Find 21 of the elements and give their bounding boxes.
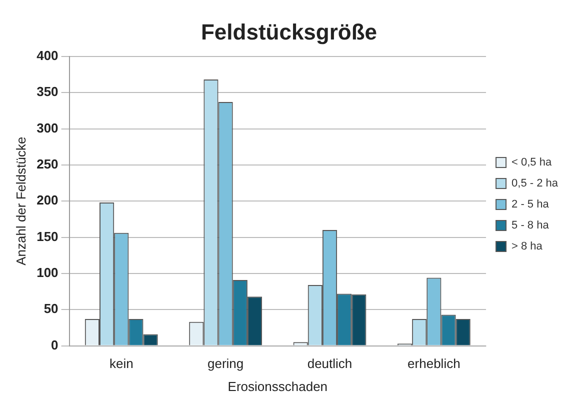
x-axis-title: Erosionsschaden bbox=[228, 378, 328, 394]
x-tick-label: kein bbox=[109, 356, 134, 372]
legend-label: 0,5 - 2 ha bbox=[512, 178, 559, 190]
x-tick-label: erheblich bbox=[408, 356, 460, 372]
y-tick-label: 0 bbox=[51, 337, 58, 352]
legend-label: 2 - 5 ha bbox=[512, 198, 550, 211]
x-tick-label: gering bbox=[207, 356, 244, 372]
legend-label: < 0,5 ha bbox=[512, 156, 552, 169]
y-tick-label: 50 bbox=[44, 301, 58, 316]
chart-title: Feldstücksgröße bbox=[200, 19, 378, 44]
y-tick-label: 200 bbox=[36, 192, 58, 208]
legend-label: > 8 ha bbox=[512, 240, 544, 253]
y-tick-label: 350 bbox=[36, 84, 58, 100]
y-tick-label: 250 bbox=[36, 156, 58, 172]
legend-label: 5 - 8 ha bbox=[512, 220, 550, 232]
y-tick-label: 400 bbox=[36, 48, 58, 63]
x-tick-label: deutlich bbox=[307, 356, 352, 372]
y-axis-title: Anzahl der Feldstücke bbox=[13, 136, 28, 266]
y-tick-label: 100 bbox=[36, 265, 58, 280]
y-tick-label: 150 bbox=[36, 228, 58, 244]
y-tick-label: 300 bbox=[36, 120, 58, 136]
